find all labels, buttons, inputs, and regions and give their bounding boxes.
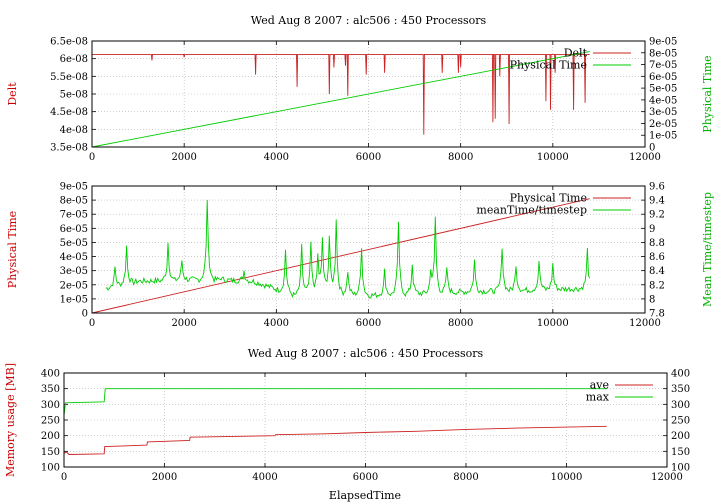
y-tick-label: 400	[41, 369, 60, 380]
y2-tick-label: 200	[671, 431, 690, 442]
x-tick-label: 2000	[171, 152, 196, 163]
y2-axis-label: Mean Time/timestep	[701, 192, 714, 307]
y-tick-label: 4e-08	[60, 125, 88, 136]
y-tick-label: 6e-05	[60, 224, 88, 235]
x-tick-label: 12000	[629, 318, 661, 329]
series-line-2	[91, 51, 590, 148]
legend-label: Physical Time	[510, 192, 587, 205]
x-tick-label: 8000	[448, 152, 473, 163]
y-tick-label: 350	[41, 384, 60, 395]
y2-axis-label: Physical Time	[701, 55, 714, 132]
y-tick-label: 7e-05	[60, 210, 88, 221]
y-tick-label: 4.5e-08	[50, 107, 88, 118]
y-tick-label: 250	[41, 416, 60, 427]
chart-1: Wed Aug 8 2007 : alc506 : 450 Processors…	[6, 14, 714, 163]
x-tick-label: 4000	[264, 152, 289, 163]
legend-label: Physical Time	[510, 59, 587, 72]
x-tick-label: 4000	[264, 318, 289, 329]
y-tick-label: 9e-05	[60, 182, 88, 193]
y-tick-label: 5.5e-08	[50, 72, 88, 83]
series-line-2	[63, 388, 607, 416]
y-tick-label: 3.5e-08	[50, 143, 88, 154]
y2-tick-label: 8.6	[649, 252, 665, 263]
x-tick-label: 10000	[537, 152, 569, 163]
y-tick-label: 200	[41, 431, 60, 442]
y2-tick-label: 8	[649, 294, 655, 305]
y-axis-label: Delt	[6, 82, 19, 106]
y2-tick-label: 400	[671, 369, 690, 380]
x-tick-label: 2000	[152, 472, 177, 483]
y2-tick-label: 4e-05	[649, 95, 677, 106]
legend-label: ave	[590, 379, 609, 392]
x-tick-label: 0	[89, 318, 95, 329]
y2-tick-label: 6e-05	[649, 72, 677, 83]
y2-tick-label: 8.4	[649, 266, 665, 277]
y2-tick-label: 0	[649, 143, 655, 154]
chart-title: Wed Aug 8 2007 : alc506 : 450 Processors	[248, 347, 484, 360]
x-tick-label: 12000	[651, 472, 683, 483]
y2-tick-label: 8e-05	[649, 48, 677, 59]
y2-tick-label: 150	[671, 447, 690, 458]
y2-tick-label: 9.4	[649, 196, 665, 207]
chart-title: Wed Aug 8 2007 : alc506 : 450 Processors	[251, 14, 487, 27]
y2-tick-label: 5e-05	[649, 84, 677, 95]
legend-label: Delt	[564, 47, 588, 60]
y-tick-label: 8e-05	[60, 196, 88, 207]
y-tick-label: 1e-05	[60, 294, 88, 305]
x-tick-label: 8000	[448, 318, 473, 329]
y-tick-label: 5e-08	[60, 90, 88, 101]
y-tick-label: 4e-05	[60, 252, 88, 263]
y-tick-label: 2e-05	[60, 280, 88, 291]
x-tick-label: 4000	[252, 472, 277, 483]
y2-tick-label: 9e-05	[649, 37, 677, 48]
y2-tick-label: 7e-05	[649, 60, 677, 71]
y-axis-label: Memory usage [MB]	[4, 363, 17, 477]
y-tick-label: 3e-05	[60, 266, 88, 277]
chart-3: Wed Aug 8 2007 : alc506 : 450 Processors…	[4, 347, 690, 502]
x-tick-label: 6000	[353, 472, 378, 483]
x-tick-label: 2000	[171, 318, 196, 329]
series-line-2	[105, 199, 591, 299]
y2-tick-label: 2e-05	[649, 119, 677, 130]
y-tick-label: 150	[41, 447, 60, 458]
y2-tick-label: 1e-05	[649, 131, 677, 142]
x-tick-label: 12000	[629, 152, 661, 163]
y-tick-label: 6e-08	[60, 54, 88, 65]
y-tick-label: 100	[41, 463, 60, 474]
y2-tick-label: 250	[671, 416, 690, 427]
y2-tick-label: 100	[671, 463, 690, 474]
y2-tick-label: 300	[671, 400, 690, 411]
x-tick-label: 10000	[537, 318, 569, 329]
y2-tick-label: 9.2	[649, 210, 665, 221]
y2-tick-label: 350	[671, 384, 690, 395]
x-tick-label: 6000	[356, 152, 381, 163]
y-tick-label: 5e-05	[60, 238, 88, 249]
x-tick-label: 0	[61, 472, 67, 483]
y2-tick-label: 7.8	[649, 309, 665, 320]
plot-frame	[63, 372, 668, 468]
x-axis-label: ElapsedTime	[329, 489, 401, 502]
series-line-1	[92, 53, 590, 135]
x-tick-label: 6000	[356, 318, 381, 329]
series-line-1	[91, 198, 590, 314]
x-tick-label: 10000	[551, 472, 583, 483]
legend-label: max	[586, 391, 610, 404]
y-tick-label: 300	[41, 400, 60, 411]
legend-label: meanTime/timestep	[476, 204, 587, 217]
y2-tick-label: 3e-05	[649, 107, 677, 118]
chart-2: 0 2000 4000 6000 8000 10000 12000 0 1e-05 2e-05 3e…	[6, 182, 714, 330]
y2-tick-label: 8.8	[649, 238, 665, 249]
y2-tick-label: 9	[649, 224, 655, 235]
plot-frame	[91, 40, 646, 148]
y2-tick-label: 9.6	[649, 182, 665, 193]
y-axis-label: Physical Time	[6, 211, 19, 288]
y2-tick-label: 8.2	[649, 280, 665, 291]
x-tick-label: 8000	[453, 472, 478, 483]
x-tick-label: 0	[89, 152, 95, 163]
y-tick-label: 6.5e-08	[50, 37, 88, 48]
series-line-1	[63, 425, 607, 455]
y-tick-label: 0	[82, 309, 88, 320]
plot-frame	[91, 185, 646, 314]
